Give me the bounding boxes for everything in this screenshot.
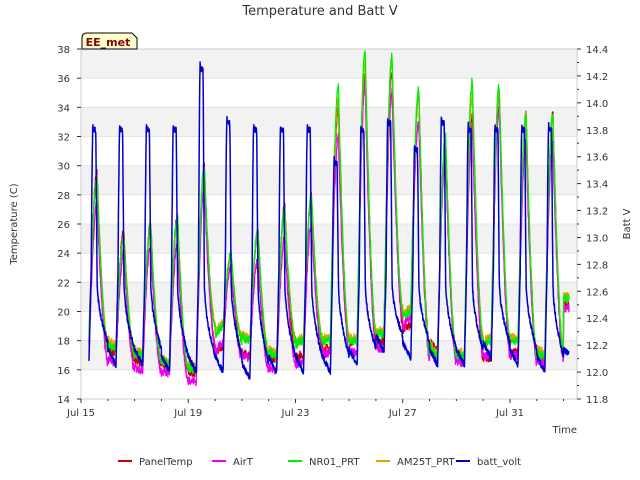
right-tick-label: 14.2 <box>586 72 608 83</box>
right-tick-label: 14.4 <box>586 45 608 56</box>
legend-item-paneltemp: PanelTemp <box>118 457 193 468</box>
left-tick-label: 22 <box>57 278 70 289</box>
left-tick-label: 28 <box>57 191 70 202</box>
x-tick-label: Jul 27 <box>388 408 417 419</box>
legend-item-nr01-prt: NR01_PRT <box>288 457 360 468</box>
left-tick-label: 34 <box>57 103 70 114</box>
legend-label: NR01_PRT <box>309 457 360 468</box>
series-layer <box>88 50 570 387</box>
right-tick-label: 12.8 <box>586 260 608 271</box>
right-tick-label: 12.6 <box>586 287 608 298</box>
right-tick-label: 13.0 <box>586 233 608 244</box>
left-axis-ticks: 14 16 18 20 22 24 26 28 30 32 34 36 38 <box>57 45 81 406</box>
x-tick-label: Jul 23 <box>281 408 310 419</box>
legend-label: AM25T_PRT <box>397 457 456 468</box>
left-tick-label: 38 <box>57 45 70 56</box>
right-tick-label: 12.2 <box>586 341 608 352</box>
x-tick-label: Jul 19 <box>173 408 202 419</box>
left-tick-label: 26 <box>57 220 70 231</box>
chart-title: Temperature and Batt V <box>241 4 397 19</box>
left-tick-label: 18 <box>57 337 70 348</box>
grid-band <box>81 107 577 137</box>
right-tick-label: 13.8 <box>586 126 608 137</box>
left-tick-label: 32 <box>57 133 70 144</box>
left-tick-label: 16 <box>57 366 70 377</box>
right-axis-ticks: 11.8 12.0 12.2 12.4 12.6 12.8 13.0 13.2 13.4 13.6… <box>577 45 608 406</box>
left-axis-label: Temperature (C) <box>9 183 20 265</box>
legend-label: AirT <box>233 457 254 468</box>
grid-band <box>81 282 577 312</box>
x-axis-label: Time <box>552 425 577 436</box>
legend: PanelTemp AirT NR01_PRT AM25T_PRT batt_volt <box>118 457 521 468</box>
right-tick-label: 12.4 <box>586 314 608 325</box>
right-tick-label: 14.0 <box>586 99 608 110</box>
left-tick-label: 24 <box>57 249 70 260</box>
x-axis-ticks: Jul 15 Jul 19 Jul 23 Jul 27 Jul 31 <box>66 399 565 419</box>
series-line-batt-volt <box>88 61 570 380</box>
station-badge: EE_met <box>81 32 138 50</box>
station-badge-label: EE_met <box>86 36 131 49</box>
left-tick-label: 20 <box>57 308 70 319</box>
legend-label: batt_volt <box>477 457 521 468</box>
right-tick-label: 13.2 <box>586 207 608 218</box>
legend-item-am25t-prt: AM25T_PRT <box>376 457 456 468</box>
left-tick-label: 14 <box>57 395 70 406</box>
right-tick-label: 13.4 <box>586 180 608 191</box>
right-tick-label: 13.6 <box>586 153 608 164</box>
right-tick-label: 11.8 <box>586 395 608 406</box>
left-tick-label: 36 <box>57 74 70 85</box>
x-tick-label: Jul 31 <box>495 408 524 419</box>
grid-band <box>81 49 577 79</box>
legend-item-airt: AirT <box>212 457 254 468</box>
left-tick-label: 30 <box>57 162 70 173</box>
legend-label: PanelTemp <box>139 457 193 468</box>
legend-item-batt-volt: batt_volt <box>456 457 521 468</box>
right-tick-label: 12.0 <box>586 368 608 379</box>
series-line-nr01-prt <box>88 50 570 374</box>
right-axis-label: Batt V <box>622 208 633 239</box>
x-tick-label: Jul 15 <box>66 408 95 419</box>
